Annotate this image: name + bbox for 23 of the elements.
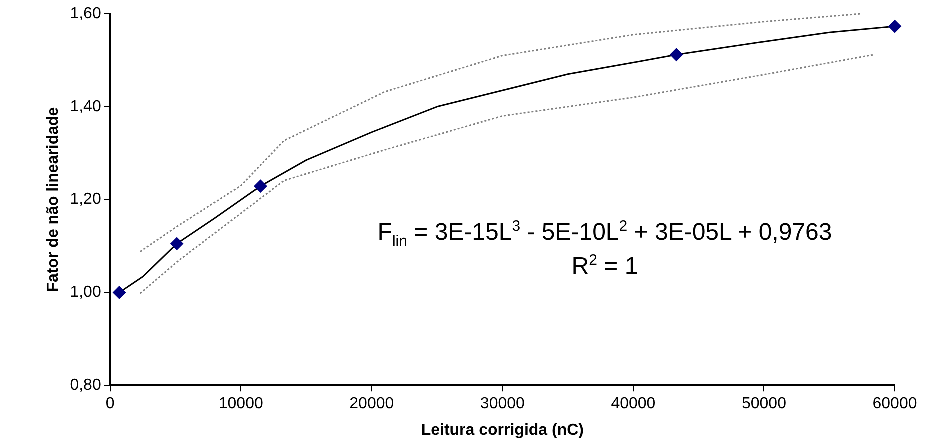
y-tick-label: 1,40: [70, 98, 102, 116]
y-tick-label: 1,60: [70, 5, 102, 22]
point: [254, 180, 268, 193]
annotation: R$^{2}$ = 1: [572, 252, 638, 281]
annotation: F$_{lin}$ = 3E-15L$^{3}$ - 5E-10L$^{2}$ + 3E-05L + 0,9763: [378, 218, 832, 250]
point: [670, 48, 684, 62]
x-tick-label: 60000: [872, 396, 918, 413]
x-tick-label: 40000: [611, 396, 656, 413]
x-axis-title: Leitura corrigida (nC): [421, 422, 584, 439]
y-tick-label: 1,00: [70, 284, 102, 302]
point: [112, 286, 126, 300]
y-axis-title: Fator de não linearidade: [45, 107, 62, 292]
x-tick-label: 0: [106, 396, 115, 413]
point: [888, 20, 902, 34]
line-series: [140, 13, 862, 253]
x-tick-label: 20000: [350, 396, 394, 413]
x-tick-label: 50000: [742, 396, 787, 413]
point: [170, 237, 184, 250]
line-series: [140, 54, 875, 294]
y-tick-label: 0,80: [70, 377, 102, 394]
x-tick-label: 30000: [480, 396, 526, 413]
y-tick-label: 1,20: [70, 191, 102, 208]
x-tick-label: 10000: [218, 396, 264, 413]
